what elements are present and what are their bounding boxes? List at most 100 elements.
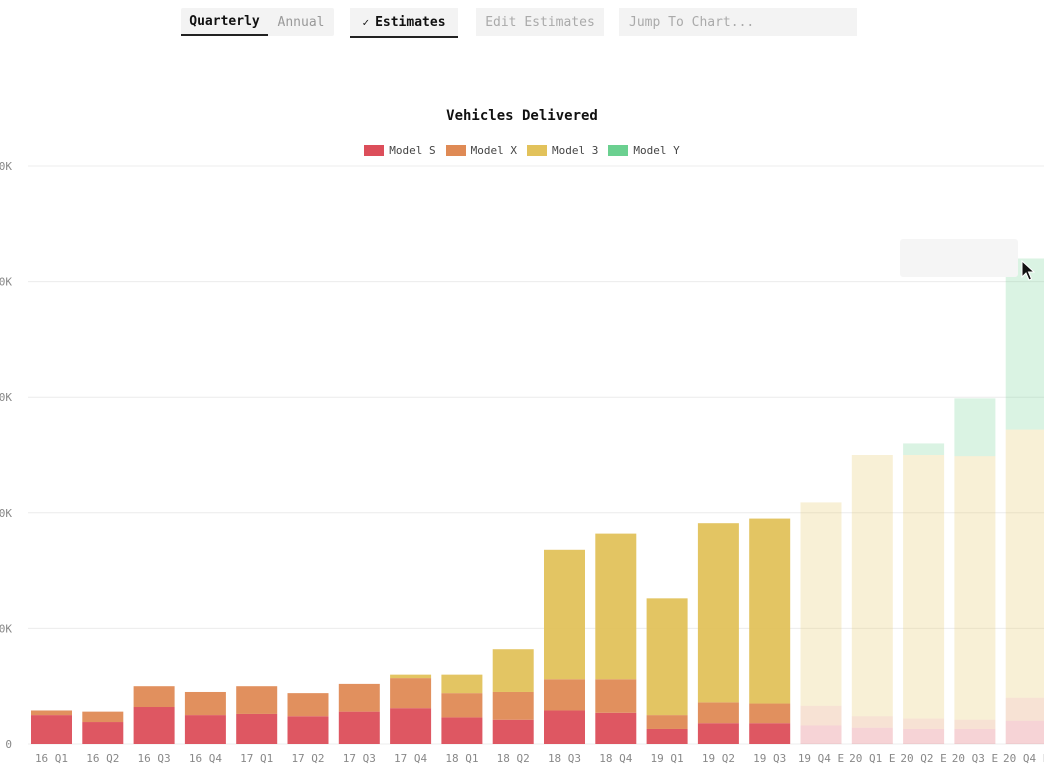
- bar-segment-model-y[interactable]: [1005, 258, 1044, 430]
- x-tick-label: 19 Q4 E: [798, 752, 844, 765]
- bar-segment-model-x[interactable]: [903, 718, 945, 729]
- x-tick-label: 16 Q1: [35, 752, 68, 765]
- bar-segment-model-3[interactable]: [441, 674, 483, 694]
- bar-segment-model-3[interactable]: [749, 518, 791, 704]
- x-tick-label: 18 Q1: [445, 752, 478, 765]
- bar-segment-model-x[interactable]: [82, 711, 124, 723]
- edit-estimates-button[interactable]: Edit Estimates: [476, 8, 604, 36]
- bar-segment-model-s[interactable]: [82, 722, 124, 744]
- bar-segment-model-3[interactable]: [851, 455, 893, 717]
- bar-segment-model-s[interactable]: [133, 707, 175, 744]
- bar-segment-model-x[interactable]: [544, 679, 585, 711]
- legend-label-model-3: Model 3: [552, 144, 599, 157]
- legend-label-model-s: Model S: [389, 144, 436, 157]
- legend-item-model-x[interactable]: Model X: [445, 144, 517, 157]
- bar-segment-model-x[interactable]: [184, 691, 226, 716]
- mouse-cursor-icon: [1021, 260, 1035, 281]
- bar-segment-model-y[interactable]: [954, 398, 996, 457]
- bar-segment-model-x[interactable]: [749, 703, 791, 724]
- bar-segment-model-s[interactable]: [595, 712, 637, 744]
- bar-segment-model-3[interactable]: [544, 549, 585, 680]
- y-tick-label: 50K: [0, 622, 12, 635]
- legend-label-model-y: Model Y: [633, 144, 680, 157]
- tab-annual[interactable]: Annual: [277, 14, 325, 30]
- y-tick-label: 150K: [0, 391, 12, 404]
- y-tick-label: 200K: [0, 276, 12, 289]
- bar-segment-model-x[interactable]: [800, 705, 842, 726]
- legend-swatch-model-y: [608, 145, 629, 156]
- bar-segment-model-s[interactable]: [903, 728, 945, 744]
- bar-segment-model-s[interactable]: [697, 723, 739, 744]
- bar-segment-model-x[interactable]: [492, 691, 534, 720]
- x-tick-label: 20 Q3 E: [952, 752, 998, 765]
- bar-segment-model-3[interactable]: [903, 455, 945, 719]
- legend-item-model-3[interactable]: Model 3: [527, 144, 598, 157]
- x-tick-label: 17 Q3: [343, 752, 376, 765]
- bar-segment-model-3[interactable]: [646, 598, 688, 716]
- bar-segment-model-x[interactable]: [595, 679, 637, 713]
- bar-segment-model-x[interactable]: [954, 719, 996, 729]
- bar-segment-model-x[interactable]: [31, 710, 72, 716]
- bar-segment-model-3[interactable]: [595, 533, 637, 680]
- legend-item-model-s[interactable]: Model S: [364, 144, 436, 157]
- bar-segment-model-x[interactable]: [338, 683, 380, 712]
- bar-segment-model-s[interactable]: [287, 716, 329, 744]
- bar-segment-model-s[interactable]: [338, 711, 380, 744]
- bar-segment-model-s[interactable]: [1005, 720, 1044, 744]
- bar-segment-model-x[interactable]: [646, 715, 688, 729]
- x-tick-label: 16 Q3: [138, 752, 171, 765]
- bar-segment-model-3[interactable]: [800, 502, 842, 706]
- bar-segment-model-s[interactable]: [492, 719, 534, 744]
- estimates-label: Estimates: [375, 14, 446, 30]
- jump-to-chart-input[interactable]: [619, 8, 857, 36]
- bar-segment-model-x[interactable]: [1005, 697, 1044, 721]
- x-tick-label: 20 Q2 E: [900, 752, 946, 765]
- bar-segment-model-s[interactable]: [236, 713, 278, 744]
- bar-segment-model-y[interactable]: [903, 443, 945, 455]
- y-tick-label: 250K: [0, 160, 12, 173]
- bar-segment-model-x[interactable]: [390, 678, 432, 709]
- x-tick-label: 17 Q1: [240, 752, 273, 765]
- x-tick-label: 18 Q3: [548, 752, 581, 765]
- legend-label-model-x: Model X: [470, 144, 517, 157]
- bar-segment-model-x[interactable]: [236, 686, 278, 714]
- bar-segment-model-3[interactable]: [492, 649, 534, 692]
- bar-segment-model-x[interactable]: [851, 716, 893, 728]
- toolbar: Quarterly Annual ✓ Estimates Edit Estima…: [0, 0, 1044, 44]
- bar-segment-model-s[interactable]: [184, 715, 226, 744]
- bar-segment-model-s[interactable]: [954, 728, 996, 744]
- x-tick-label: 19 Q3: [753, 752, 786, 765]
- bar-segment-model-x[interactable]: [441, 693, 483, 718]
- y-tick-label: 100K: [0, 507, 12, 520]
- bar-segment-model-3[interactable]: [1005, 429, 1044, 698]
- legend-swatch-model-x: [445, 145, 466, 156]
- x-tick-label: 18 Q2: [497, 752, 530, 765]
- bar-segment-model-x[interactable]: [133, 686, 175, 708]
- bar-segment-model-s[interactable]: [441, 717, 483, 744]
- bar-segment-model-s[interactable]: [390, 708, 432, 744]
- tab-quarterly[interactable]: Quarterly: [181, 8, 268, 36]
- x-tick-label: 20 Q1 E: [849, 752, 895, 765]
- x-tick-label: 17 Q4: [394, 752, 427, 765]
- x-tick-label: 16 Q2: [86, 752, 119, 765]
- bar-segment-model-3[interactable]: [390, 674, 432, 679]
- bar-segment-model-s[interactable]: [544, 710, 585, 744]
- bar-segment-model-s[interactable]: [31, 715, 72, 744]
- bar-segment-model-x[interactable]: [287, 693, 329, 717]
- x-tick-label: 17 Q2: [291, 752, 324, 765]
- y-tick-label: 0: [5, 738, 12, 751]
- bar-segment-model-3[interactable]: [697, 523, 739, 703]
- estimates-toggle-button[interactable]: ✓ Estimates: [350, 8, 458, 38]
- bar-segment-model-x[interactable]: [697, 702, 739, 724]
- bar-segment-model-3[interactable]: [954, 456, 996, 720]
- bar-segment-model-s[interactable]: [749, 723, 791, 744]
- bar-segment-model-s[interactable]: [646, 728, 688, 744]
- legend-swatch-model-3: [527, 145, 547, 156]
- bar-segment-model-s[interactable]: [800, 725, 842, 744]
- bar-segment-model-s[interactable]: [851, 727, 893, 744]
- chart-title: Vehicles Delivered: [446, 108, 598, 124]
- x-tick-label: 20 Q4 E: [1003, 752, 1044, 765]
- x-tick-label: 19 Q1: [651, 752, 684, 765]
- legend-item-model-y[interactable]: Model Y: [608, 144, 680, 157]
